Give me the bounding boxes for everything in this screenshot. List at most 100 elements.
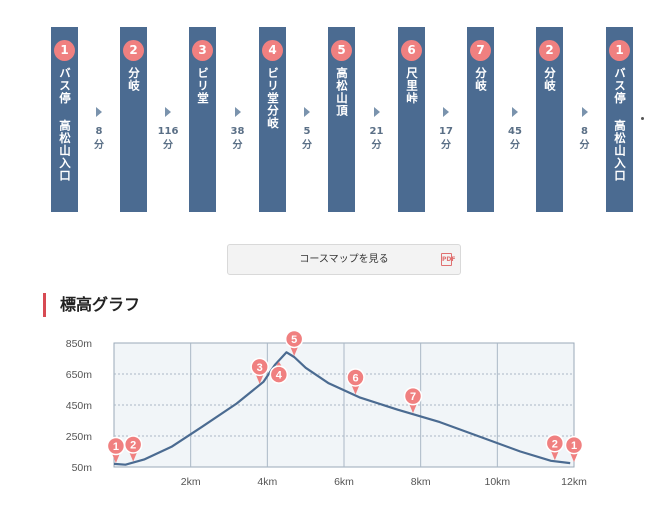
course-stop-3: 3 ビリ堂 bbox=[189, 27, 216, 212]
course-stop-2: 2 分岐 bbox=[120, 27, 147, 212]
course-timeline: 1 バス停 高松山入口 2 分岐 3 ビリ堂 4 ビリ堂分岐 5 高松山頂 6 尺里峠 7 分岐 2 分岐 1 バ… bbox=[0, 0, 660, 220]
marker-4: 4 bbox=[269, 361, 289, 384]
course-leg-5: 21 分 bbox=[362, 107, 392, 153]
marker-label: 5 bbox=[291, 334, 297, 346]
course-map-button-label: コースマップを見る bbox=[299, 254, 389, 265]
marker-circle bbox=[346, 368, 365, 387]
course-stop-6: 6 尺里峠 bbox=[398, 27, 425, 212]
marker-circle bbox=[545, 434, 565, 453]
marker-label: 2 bbox=[130, 440, 136, 452]
marker-label: 7 bbox=[410, 391, 416, 403]
stop-name: バス停 高松山入口 bbox=[613, 67, 627, 182]
leg-unit: 分 bbox=[441, 140, 451, 151]
course-stop-9: 1 バス停 高松山入口 bbox=[606, 27, 633, 212]
stop-number-badge: 2 bbox=[123, 40, 144, 61]
leg-unit: 分 bbox=[371, 140, 382, 151]
marker-label: 2 bbox=[552, 438, 558, 450]
pdf-icon: PDF bbox=[441, 253, 455, 266]
x-tick-label: 10km bbox=[484, 476, 510, 488]
y-tick-label: 850m bbox=[66, 338, 93, 350]
course-leg-3: 38 分 bbox=[223, 107, 253, 153]
stop-name: 分岐 bbox=[127, 67, 141, 92]
stop-name: 分岐 bbox=[474, 67, 488, 92]
leg-unit: 分 bbox=[94, 140, 104, 151]
marker-label: 1 bbox=[113, 441, 119, 453]
arrow-right-icon bbox=[165, 107, 171, 117]
x-tick-label: 12km bbox=[561, 476, 587, 488]
leg-unit: 分 bbox=[163, 140, 173, 151]
stop-name: 分岐 bbox=[543, 67, 557, 92]
x-tick-label: 2km bbox=[181, 476, 201, 488]
section-title: 標高グラフ bbox=[43, 293, 140, 317]
stop-name: ビリ堂分岐 bbox=[266, 67, 280, 130]
marker-circle bbox=[403, 386, 423, 406]
stop-number-badge: 7 bbox=[470, 40, 491, 61]
marker-1: 1 bbox=[564, 435, 584, 463]
leg-unit: 分 bbox=[232, 140, 243, 151]
arrow-right-icon bbox=[96, 107, 102, 117]
x-tick-label: 6km bbox=[334, 476, 354, 488]
stop-number-badge: 1 bbox=[54, 40, 75, 61]
marker-2: 2 bbox=[545, 434, 565, 461]
stop-number-badge: 3 bbox=[192, 40, 213, 61]
side-dot bbox=[641, 117, 644, 120]
marker-7: 7 bbox=[403, 386, 423, 414]
marker-6: 6 bbox=[346, 368, 365, 395]
arrow-right-icon bbox=[581, 107, 588, 117]
leg-minutes: 21 bbox=[369, 126, 384, 137]
marker-circle bbox=[269, 365, 289, 384]
stop-name: ビリ堂 bbox=[196, 67, 210, 105]
stop-number-badge: 2 bbox=[539, 40, 560, 61]
stop-name: 尺里峠 bbox=[405, 67, 419, 105]
marker-2: 2 bbox=[123, 435, 143, 462]
stop-number-badge: 5 bbox=[331, 40, 352, 61]
leg-unit: 分 bbox=[510, 140, 520, 151]
course-stop-5: 5 高松山頂 bbox=[328, 27, 355, 212]
course-leg-7: 45 分 bbox=[500, 107, 530, 153]
course-stop-1: 1 バス停 高松山入口 bbox=[51, 27, 78, 212]
x-tick-label: 8km bbox=[411, 476, 431, 488]
leg-minutes: 116 bbox=[157, 126, 179, 137]
course-stop-4: 4 ビリ堂分岐 bbox=[259, 27, 286, 212]
course-stop-8: 2 分岐 bbox=[536, 27, 563, 212]
x-tick-label: 4km bbox=[257, 476, 277, 488]
leg-unit: 分 bbox=[579, 140, 590, 151]
marker-1: 1 bbox=[106, 436, 126, 464]
leg-unit: 分 bbox=[302, 140, 312, 151]
arrow-right-icon bbox=[443, 107, 449, 117]
marker-circle bbox=[564, 435, 584, 455]
course-map-button[interactable]: コースマップを見る PDF bbox=[227, 244, 461, 275]
stop-name: 高松山頂 bbox=[335, 67, 349, 117]
y-tick-label: 650m bbox=[66, 369, 93, 381]
stop-number-badge: 4 bbox=[262, 40, 283, 61]
arrow-right-icon bbox=[512, 107, 518, 117]
marker-label: 4 bbox=[276, 370, 283, 382]
marker-5: 5 bbox=[284, 329, 304, 356]
leg-minutes: 5 bbox=[303, 126, 311, 137]
stop-number-badge: 1 bbox=[609, 40, 630, 61]
arrow-right-icon bbox=[234, 107, 241, 117]
leg-minutes: 8 bbox=[581, 126, 588, 137]
leg-minutes: 38 bbox=[230, 126, 245, 137]
arrow-right-icon bbox=[304, 107, 310, 117]
marker-3: 3 bbox=[250, 357, 269, 384]
arrow-right-icon bbox=[373, 107, 380, 117]
course-leg-2: 116 分 bbox=[153, 107, 183, 153]
marker-circle bbox=[284, 329, 304, 349]
marker-label: 3 bbox=[257, 362, 263, 374]
course-stop-7: 7 分岐 bbox=[467, 27, 494, 212]
leg-minutes: 17 bbox=[439, 126, 453, 137]
elevation-chart: 850m 650m 450m 250m 50m 2km 4km 6km 8km 10km 12km 1… bbox=[66, 329, 587, 488]
marker-label: 6 bbox=[352, 373, 358, 385]
y-tick-label: 50m bbox=[72, 462, 93, 474]
elevation-line bbox=[113, 351, 571, 466]
marker-circle bbox=[250, 357, 269, 377]
course-leg-6: 17 分 bbox=[431, 107, 461, 153]
marker-circle bbox=[123, 435, 143, 454]
marker-label: 1 bbox=[571, 440, 577, 452]
stop-name: バス停 高松山入口 bbox=[58, 67, 72, 182]
leg-minutes: 8 bbox=[95, 126, 103, 137]
